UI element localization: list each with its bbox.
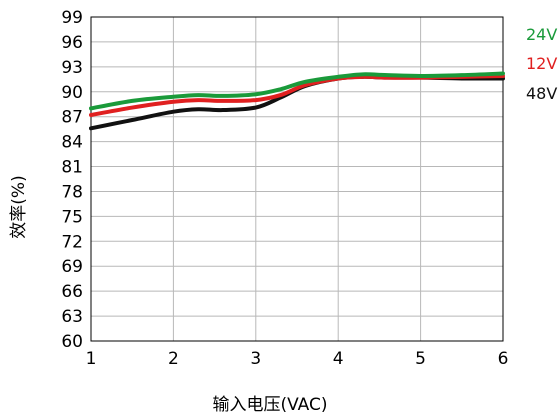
y-tick-label: 93 <box>61 58 83 78</box>
x-tick-label: 1 <box>86 349 97 369</box>
y-tick-label: 69 <box>61 257 83 277</box>
y-tick-label: 96 <box>61 33 83 53</box>
y-tick-label: 84 <box>61 133 83 153</box>
series-line-12V <box>89 73 505 118</box>
y-tick-label: 63 <box>61 307 83 327</box>
y-tick-label: 90 <box>61 83 83 103</box>
legend-label-24V: 24V <box>526 25 557 44</box>
series-lines <box>89 71 505 131</box>
y-tick-label: 99 <box>61 8 83 28</box>
y-tick-labels: 99 96 93 90 87 84 81 78 75 72 69 66 63 60 <box>61 8 83 352</box>
y-tick-label: 75 <box>61 207 83 227</box>
legend: 24V 12V 48V <box>526 25 557 103</box>
grid-lines <box>90 16 504 342</box>
y-tick-label: 60 <box>61 332 83 352</box>
legend-label-12V: 12V <box>526 54 557 73</box>
x-tick-label: 3 <box>250 349 261 369</box>
y-tick-label: 66 <box>61 282 83 302</box>
plot-frame <box>90 16 504 342</box>
y-tick-label: 87 <box>61 108 83 128</box>
x-tick-label: 2 <box>168 349 179 369</box>
y-tick-label: 72 <box>61 232 83 252</box>
x-tick-label: 4 <box>333 349 344 369</box>
x-tick-labels: 1 2 3 4 5 6 <box>86 349 509 369</box>
y-tick-label: 78 <box>61 182 83 202</box>
x-axis-title: 输入电压(VAC) <box>212 395 327 415</box>
y-tick-label: 81 <box>61 158 83 178</box>
legend-label-48V: 48V <box>526 84 557 103</box>
y-axis-title: 效率(%) <box>9 175 29 238</box>
x-tick-label: 6 <box>498 349 509 369</box>
x-tick-label: 5 <box>415 349 426 369</box>
series-line-24V <box>89 71 505 111</box>
